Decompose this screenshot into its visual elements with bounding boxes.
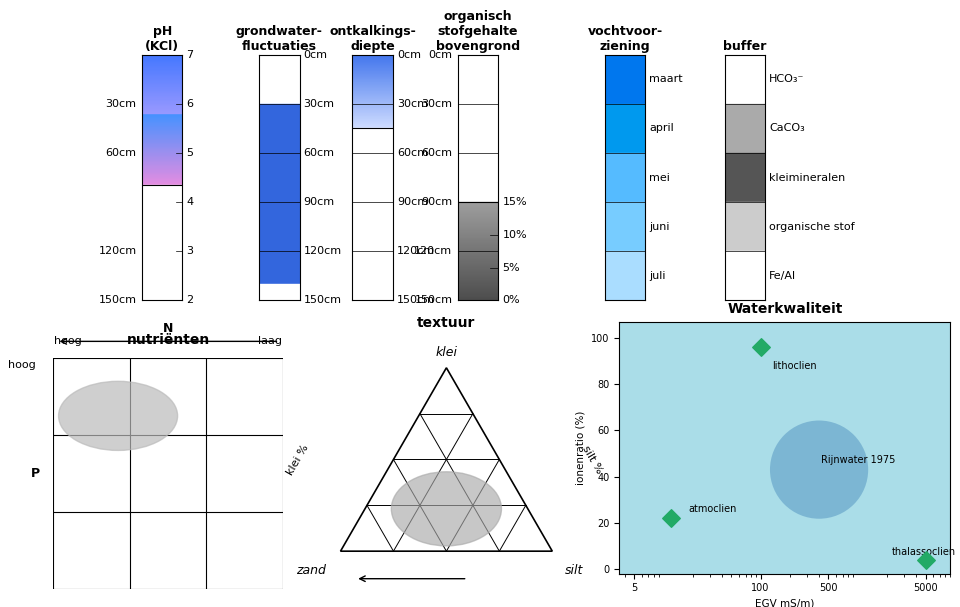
Text: Rijnwater 1975: Rijnwater 1975 <box>821 455 896 465</box>
Text: 4: 4 <box>186 197 194 207</box>
Text: 10%: 10% <box>502 230 527 240</box>
Text: 0%: 0% <box>502 296 520 305</box>
Text: kleimineralen: kleimineralen <box>769 172 846 183</box>
Text: 90cm: 90cm <box>303 197 335 207</box>
Text: 5: 5 <box>186 148 194 158</box>
Text: organische stof: organische stof <box>769 222 855 232</box>
Text: 120cm: 120cm <box>396 246 435 256</box>
Title: organisch
stofgehalte
bovengrond: organisch stofgehalte bovengrond <box>436 10 520 53</box>
Ellipse shape <box>59 381 178 450</box>
X-axis label: EGV mS/m): EGV mS/m) <box>756 599 814 607</box>
Text: maart: maart <box>649 74 683 84</box>
Title: pH
(KCl): pH (KCl) <box>145 25 180 53</box>
Text: 0cm: 0cm <box>428 50 452 59</box>
Title: nutriënten: nutriënten <box>127 333 209 347</box>
Text: P: P <box>32 467 40 480</box>
Text: 30cm: 30cm <box>106 99 136 109</box>
Text: thalassoclien: thalassoclien <box>892 548 956 557</box>
Text: atmoclien: atmoclien <box>688 504 736 514</box>
Text: 30cm: 30cm <box>421 99 452 109</box>
Text: 120cm: 120cm <box>98 246 136 256</box>
Text: juni: juni <box>649 222 670 232</box>
Text: mei: mei <box>649 172 670 183</box>
Point <box>663 514 679 523</box>
Text: 150cm: 150cm <box>396 296 435 305</box>
Text: silt: silt <box>565 564 584 577</box>
Title: textuur: textuur <box>418 316 475 330</box>
Text: hoog: hoog <box>55 336 83 347</box>
Title: Waterkwaliteit: Waterkwaliteit <box>727 302 843 316</box>
Text: 60cm: 60cm <box>396 148 428 158</box>
Text: 120cm: 120cm <box>303 246 342 256</box>
Text: silt %: silt % <box>580 444 604 475</box>
Text: 60cm: 60cm <box>421 148 452 158</box>
Text: 30cm: 30cm <box>396 99 428 109</box>
Text: klei %: klei % <box>285 443 311 476</box>
Text: 3: 3 <box>186 246 194 256</box>
Text: klei: klei <box>436 347 457 359</box>
Text: 0cm: 0cm <box>303 50 327 59</box>
Text: april: april <box>649 123 674 134</box>
Text: HCO₃⁻: HCO₃⁻ <box>769 74 804 84</box>
Title: buffer: buffer <box>723 41 767 53</box>
Point <box>811 465 827 475</box>
Title: vochtvoor-
ziening: vochtvoor- ziening <box>588 25 662 53</box>
Text: 0cm: 0cm <box>396 50 420 59</box>
Text: 90cm: 90cm <box>396 197 428 207</box>
Text: Fe/Al: Fe/Al <box>769 271 797 281</box>
Title: grondwater-
fluctuaties: grondwater- fluctuaties <box>236 25 323 53</box>
Text: 150cm: 150cm <box>99 296 136 305</box>
Text: laag: laag <box>257 336 281 347</box>
Text: zand: zand <box>296 564 325 577</box>
Text: 120cm: 120cm <box>414 246 452 256</box>
Text: 6: 6 <box>186 99 194 109</box>
Point <box>918 555 933 565</box>
Point <box>753 342 768 352</box>
Text: 150cm: 150cm <box>415 296 452 305</box>
Text: CaCO₃: CaCO₃ <box>769 123 805 134</box>
Title: ontkalkings-
diepte: ontkalkings- diepte <box>329 25 416 53</box>
Text: 2: 2 <box>186 296 194 305</box>
Text: N: N <box>163 322 173 335</box>
Text: 5%: 5% <box>502 263 520 273</box>
Text: 30cm: 30cm <box>303 99 335 109</box>
Text: juli: juli <box>649 271 666 281</box>
Y-axis label: ionenratio (%): ionenratio (%) <box>576 410 586 485</box>
Text: lithoclien: lithoclien <box>772 361 816 371</box>
Text: 15%: 15% <box>502 197 527 207</box>
Text: 60cm: 60cm <box>303 148 335 158</box>
Text: 7: 7 <box>186 50 194 59</box>
Text: 150cm: 150cm <box>303 296 342 305</box>
Text: 90cm: 90cm <box>421 197 452 207</box>
Text: hoog: hoog <box>8 360 36 370</box>
Text: 60cm: 60cm <box>106 148 136 158</box>
Ellipse shape <box>392 472 501 546</box>
